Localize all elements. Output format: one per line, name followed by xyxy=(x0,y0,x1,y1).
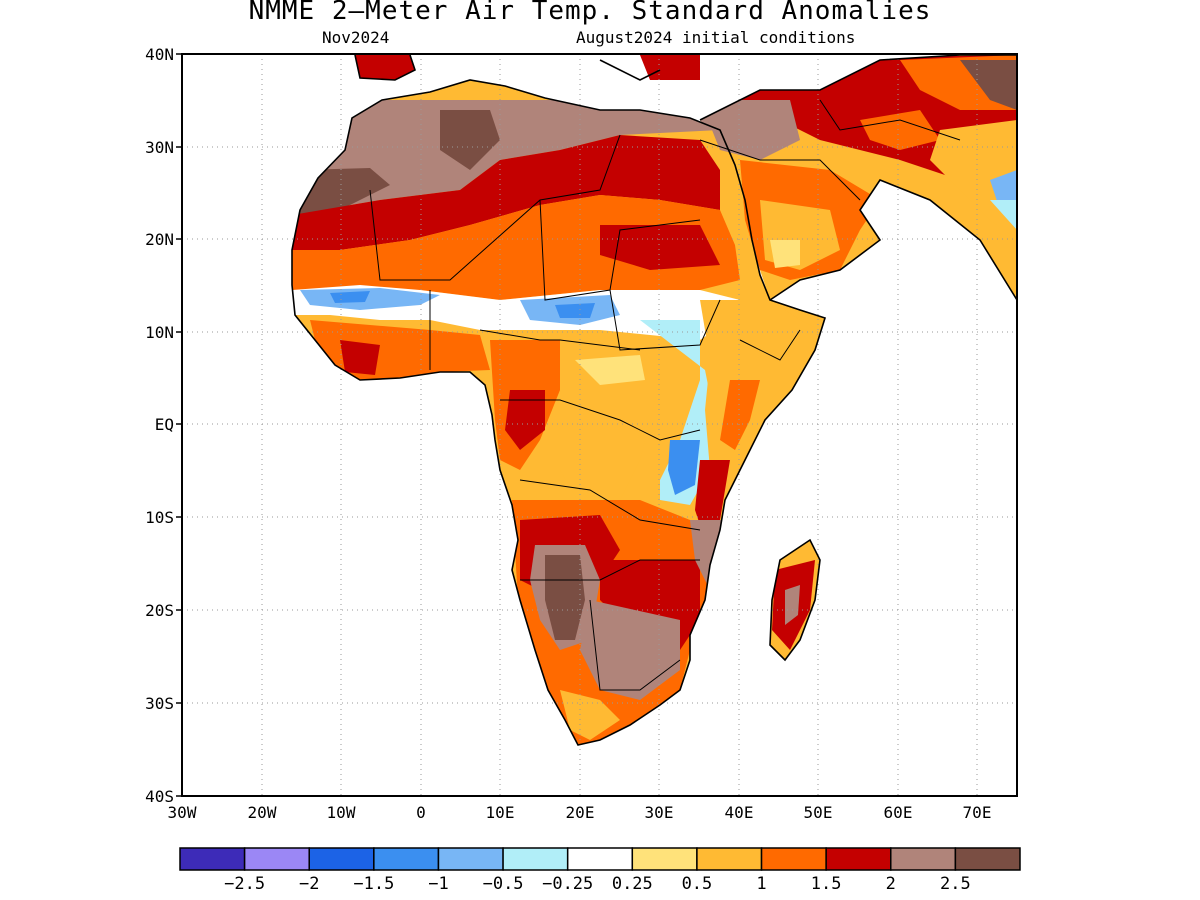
map-title: NMME 2—Meter Air Temp. Standard Anomalie… xyxy=(248,0,932,26)
lat-label: 30S xyxy=(145,694,174,713)
color-bar-swatch xyxy=(243,847,310,871)
longitude-labels: 30W 20W 10W 0 10E 20E 30E 40E 50E 60E 70… xyxy=(168,803,992,822)
color-bar-swatch xyxy=(373,847,440,871)
color-bar-label: 1.5 xyxy=(811,874,842,894)
color-bar-label: −0.5 xyxy=(483,874,524,894)
color-bar-swatch xyxy=(502,847,569,871)
lon-label: 60E xyxy=(884,803,913,822)
color-bar-label: 1 xyxy=(756,874,766,894)
lat-label: 10S xyxy=(145,508,174,527)
plot-frame xyxy=(181,53,1018,797)
gridlines xyxy=(182,54,1017,796)
lat-label: 40N xyxy=(145,45,174,64)
color-bar-label: 0.25 xyxy=(612,874,653,894)
lon-label: 10E xyxy=(486,803,515,822)
color-bar-swatch xyxy=(760,847,827,871)
lat-label: 40S xyxy=(145,787,174,806)
color-bar-label: 0.5 xyxy=(682,874,713,894)
color-bar-label: −1 xyxy=(428,874,448,894)
color-bar-swatch xyxy=(179,847,246,871)
lon-label: 30E xyxy=(645,803,674,822)
lon-label: 70E xyxy=(963,803,992,822)
color-bar-swatch xyxy=(308,847,375,871)
color-bar-swatch xyxy=(566,847,634,871)
color-bar-labels: −2.5 −2 −1.5 −1 −0.5 −0.25 0.25 0.5 1 1.5 2 2.5 xyxy=(224,874,971,894)
color-bar-swatch xyxy=(825,847,892,871)
lat-label: 20S xyxy=(145,601,174,620)
country-borders xyxy=(369,99,961,691)
coastlines xyxy=(291,54,1017,746)
lon-label: 20W xyxy=(248,803,277,822)
color-bar-label: −0.25 xyxy=(542,874,593,894)
initial-conditions: August2024 initial conditions xyxy=(576,28,856,47)
color-bar-label: −2 xyxy=(299,874,319,894)
color-bar-label: 2 xyxy=(886,874,896,894)
color-bar-label: 2.5 xyxy=(940,874,971,894)
lon-label: 20E xyxy=(566,803,595,822)
lat-label: 30N xyxy=(145,138,174,157)
lat-label: EQ xyxy=(155,415,174,434)
color-bar-label: −1.5 xyxy=(353,874,394,894)
axis-ticks xyxy=(176,53,182,797)
lon-label: 50E xyxy=(804,803,833,822)
lat-label: 10N xyxy=(145,323,174,342)
lon-label: 0 xyxy=(416,803,426,822)
lat-label: 20N xyxy=(145,230,174,249)
lon-label: 10W xyxy=(327,803,356,822)
color-bar-swatch xyxy=(954,847,1021,871)
color-bar xyxy=(179,847,1021,871)
lon-label: 30W xyxy=(168,803,197,822)
color-bar-label: −2.5 xyxy=(224,874,265,894)
color-bar-swatch xyxy=(890,847,957,871)
color-bar-swatch xyxy=(696,847,763,871)
color-bar-swatch xyxy=(631,847,698,871)
latitude-labels: 40N 30N 20N 10N EQ 10S 20S 30S 40S xyxy=(145,45,174,806)
color-bar-swatch xyxy=(437,847,504,871)
lon-label: 40E xyxy=(725,803,754,822)
target-month: Nov2024 xyxy=(322,28,390,47)
